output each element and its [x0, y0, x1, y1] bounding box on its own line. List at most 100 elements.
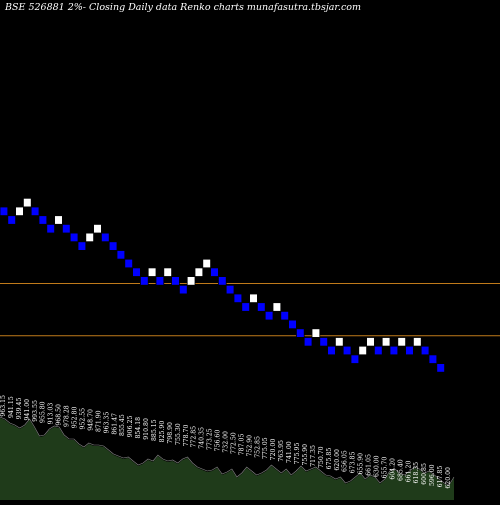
renko-brick-up — [85, 232, 95, 243]
renko-brick-down — [389, 345, 399, 356]
volume-label: 656.05 — [342, 450, 349, 472]
volume-label: 871.90 — [95, 410, 102, 432]
volume-label: 993.55 — [32, 400, 39, 422]
renko-brick-up — [249, 293, 258, 304]
renko-brick-down — [210, 267, 219, 277]
renko-brick-up — [15, 206, 24, 217]
volume-label: 620.00 — [334, 449, 341, 471]
volume-label: 948.70 — [87, 409, 94, 431]
renko-brick-down — [327, 345, 336, 356]
renko-brick-down — [116, 250, 126, 260]
renko-brick-down — [319, 337, 328, 347]
renko-brick-down — [288, 319, 297, 330]
renko-brick-down — [303, 337, 313, 347]
renko-brick-down — [46, 223, 55, 234]
renko-brick-up — [381, 337, 391, 347]
renko-brick-down — [62, 223, 71, 234]
volume-label: 778.70 — [183, 425, 190, 447]
volume-label: 675.85 — [326, 448, 333, 470]
renko-brick-down — [295, 328, 305, 338]
renko-brick-down — [436, 363, 445, 373]
renko-brick-down — [155, 276, 165, 286]
renko-brick-down — [225, 284, 235, 295]
volume-label: 952.80 — [72, 407, 79, 429]
volume-label: 732.00 — [223, 431, 230, 453]
renko-brick-down — [171, 276, 180, 286]
volume-label: 955.80 — [40, 401, 47, 423]
volume-label: 755.90 — [302, 444, 309, 466]
volume-label: 963.15 — [0, 395, 7, 417]
renko-brick-down — [350, 354, 360, 364]
renko-brick-down — [178, 284, 188, 295]
renko-brick-down — [139, 276, 149, 286]
volume-label: 968.50 — [56, 404, 63, 426]
volume-label: 618.35 — [413, 462, 420, 484]
volume-label: 755.30 — [175, 423, 182, 445]
volume-labels: 963.15 941.15 939.45 941.00 993.55 955.80 913.… — [0, 395, 452, 489]
volume-label: 655.70 — [381, 457, 388, 479]
volume-label: 941.15 — [8, 396, 15, 418]
renko-brick-up — [272, 302, 282, 312]
volume-label: 596.00 — [429, 464, 436, 486]
volume-label: 885.15 — [151, 419, 158, 441]
volume-label: 630.00 — [374, 455, 381, 477]
volume-label: 978.28 — [64, 405, 71, 427]
renko-brick-up — [194, 267, 204, 277]
volume-label: 952.55 — [80, 408, 87, 430]
volume-label: 600.85 — [421, 463, 428, 485]
volume-label: 855.45 — [119, 414, 126, 436]
volume-label: 717.35 — [310, 445, 317, 467]
renko-brick-down — [373, 345, 383, 356]
volume-label: 661.20 — [405, 461, 412, 483]
renko-brick-up — [412, 337, 422, 347]
volume-label: 752.90 — [246, 435, 253, 457]
renko-brick-down — [264, 310, 274, 321]
volume-label: 775.95 — [294, 443, 301, 465]
renko-brick-down — [108, 241, 118, 251]
volume-label: 756.60 — [215, 430, 222, 452]
volume-label: 752.85 — [254, 436, 261, 458]
renko-brick-down — [420, 345, 430, 356]
renko-brick-up — [366, 337, 375, 347]
volume-label: 604.20 — [389, 458, 396, 480]
volume-label: 798.90 — [167, 422, 174, 444]
chart-title: BSE 526881 2%- Closing Daily data Renko … — [5, 2, 361, 13]
volume-label: 750.70 — [318, 446, 325, 468]
volume-label: 772.85 — [191, 426, 198, 448]
renko-brick-up — [311, 328, 321, 338]
renko-brick-down — [405, 345, 414, 356]
renko-brick-up — [163, 267, 173, 277]
volume-label: 773.25 — [207, 428, 214, 450]
volume-label: 741.00 — [286, 441, 293, 463]
volume-label: 763.95 — [278, 440, 285, 462]
volume-fill — [0, 418, 454, 500]
renko-brick-down — [30, 206, 40, 217]
renko-brick-down — [69, 232, 79, 243]
volume-label: 854.18 — [135, 417, 142, 439]
renko-brick-down — [428, 354, 438, 364]
volume-label: 861.47 — [111, 413, 118, 435]
renko-brick-down — [38, 215, 48, 225]
volume-label: 825.90 — [159, 421, 166, 443]
volume-label: 963.35 — [103, 412, 110, 434]
volume-label: 941.00 — [24, 399, 31, 421]
renko-brick-up — [186, 276, 196, 286]
volume-outline — [0, 416, 455, 486]
volume-label: 720.00 — [270, 439, 277, 461]
renko-brick-down — [241, 302, 251, 312]
volume-label: 775.05 — [262, 437, 269, 459]
renko-brick-up — [147, 267, 157, 277]
volume-label: 685.40 — [397, 459, 404, 481]
volume-label: 655.90 — [358, 453, 365, 475]
renko-brick-down — [342, 345, 352, 356]
renko-brick-up — [93, 223, 102, 234]
volume-label: 740.35 — [199, 427, 206, 449]
renko-brick-up — [358, 345, 367, 356]
renko-brick-down — [77, 241, 87, 251]
volume-label: 661.05 — [366, 454, 373, 476]
renko-brick-down — [256, 302, 266, 312]
renko-brick-up — [334, 337, 344, 347]
volume-label: 913.03 — [48, 403, 55, 425]
volume-label: 617.85 — [437, 466, 444, 488]
